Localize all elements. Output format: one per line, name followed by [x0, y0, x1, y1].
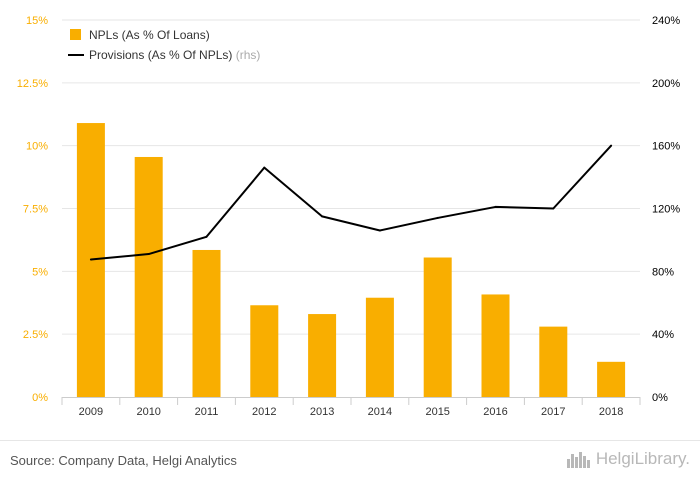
- legend-swatch-npl: [70, 29, 81, 40]
- provisions-point-2015: [436, 216, 439, 219]
- legend: NPLs (As % Of Loans) Provisions (As % Of…: [68, 28, 260, 62]
- bar-npl-2016: [481, 294, 510, 397]
- y-left-tick-label: 0%: [32, 392, 48, 404]
- x-tick-label: 2011: [195, 406, 219, 418]
- y-right-tick-label: 40%: [652, 329, 674, 341]
- provisions-line: [90, 144, 612, 261]
- chart: 0% 2.5% 5% 7.5% 10% 12.5% 15% 0% 40% 80% 120% 160% 2…: [17, 15, 681, 418]
- bar-npl-2010: [134, 156, 163, 397]
- provisions-point-2014: [378, 229, 381, 232]
- x-tick-label: 2014: [368, 406, 392, 418]
- bar-npl-2012: [250, 305, 279, 397]
- provisions-point-2018: [610, 144, 613, 147]
- provisions-line-layer: [89, 144, 613, 261]
- bar-npl-2015: [423, 257, 452, 397]
- provisions-point-2016: [494, 205, 497, 208]
- provisions-point-2011: [205, 235, 208, 238]
- x-tick-label: 2018: [599, 406, 623, 418]
- footer: Source: Company Data, Helgi Analytics He…: [0, 440, 700, 484]
- provisions-point-2013: [321, 215, 324, 218]
- provisions-point-2009: [89, 258, 92, 261]
- y-left-tick-label: 10%: [26, 141, 48, 153]
- y-left-tick-label: 12.5%: [17, 78, 48, 90]
- x-tick-label: 2010: [136, 406, 160, 418]
- x-tick-label: 2012: [252, 406, 276, 418]
- bar-npl-2013: [308, 314, 337, 397]
- y-left-tick-label: 7.5%: [23, 204, 48, 216]
- legend-label-provisions-name: Provisions (As % Of NPLs): [89, 48, 232, 62]
- bar-npl-2018: [597, 361, 626, 397]
- helgi-library-logo: HelgiLibrary.: [566, 449, 690, 469]
- legend-label-npl: NPLs (As % Of Loans): [89, 28, 210, 42]
- y-right-tick-label: 200%: [652, 78, 680, 90]
- bar-npl-2014: [365, 297, 394, 397]
- y-right-tick-label: 160%: [652, 141, 680, 153]
- x-tick-label: 2009: [79, 406, 103, 418]
- logo-text: HelgiLibrary.: [595, 449, 690, 468]
- y-left-tick-label: 15%: [26, 15, 48, 27]
- bar-npl-2011: [192, 249, 221, 397]
- legend-label-rhs: (rhs): [236, 48, 261, 62]
- x-tick-label: 2017: [541, 406, 565, 418]
- y-left-tick-label: 5%: [32, 266, 48, 278]
- y-right-tick-label: 120%: [652, 204, 680, 216]
- source-text: Source: Company Data, Helgi Analytics: [10, 453, 237, 468]
- bars: [76, 123, 626, 398]
- y-right-tick-label: 240%: [652, 15, 680, 27]
- provisions-point-2012: [263, 166, 266, 169]
- y-right-tick-label: 80%: [652, 266, 674, 278]
- bar-npl-2017: [539, 326, 568, 397]
- skyline-icon: [566, 452, 590, 468]
- y-right-tick-label: 0%: [652, 392, 668, 404]
- x-tick-label: 2016: [483, 406, 507, 418]
- x-tick-label: 2013: [310, 406, 334, 418]
- provisions-point-2010: [147, 253, 150, 256]
- provisions-point-2017: [552, 207, 555, 210]
- x-tick-label: 2015: [425, 406, 449, 418]
- axes: 0% 2.5% 5% 7.5% 10% 12.5% 15% 0% 40% 80% 120% 160% 2…: [17, 15, 681, 418]
- legend-label-provisions: Provisions (As % Of NPLs) (rhs): [89, 48, 260, 62]
- y-left-tick-label: 2.5%: [23, 329, 48, 341]
